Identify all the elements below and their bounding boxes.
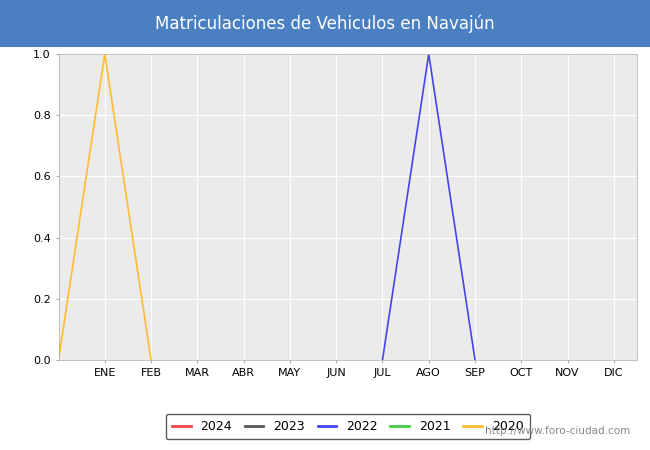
Text: http://www.foro-ciudad.com: http://www.foro-ciudad.com bbox=[486, 427, 630, 436]
Text: Matriculaciones de Vehiculos en Navajún: Matriculaciones de Vehiculos en Navajún bbox=[155, 14, 495, 33]
Legend: 2024, 2023, 2022, 2021, 2020: 2024, 2023, 2022, 2021, 2020 bbox=[166, 414, 530, 439]
